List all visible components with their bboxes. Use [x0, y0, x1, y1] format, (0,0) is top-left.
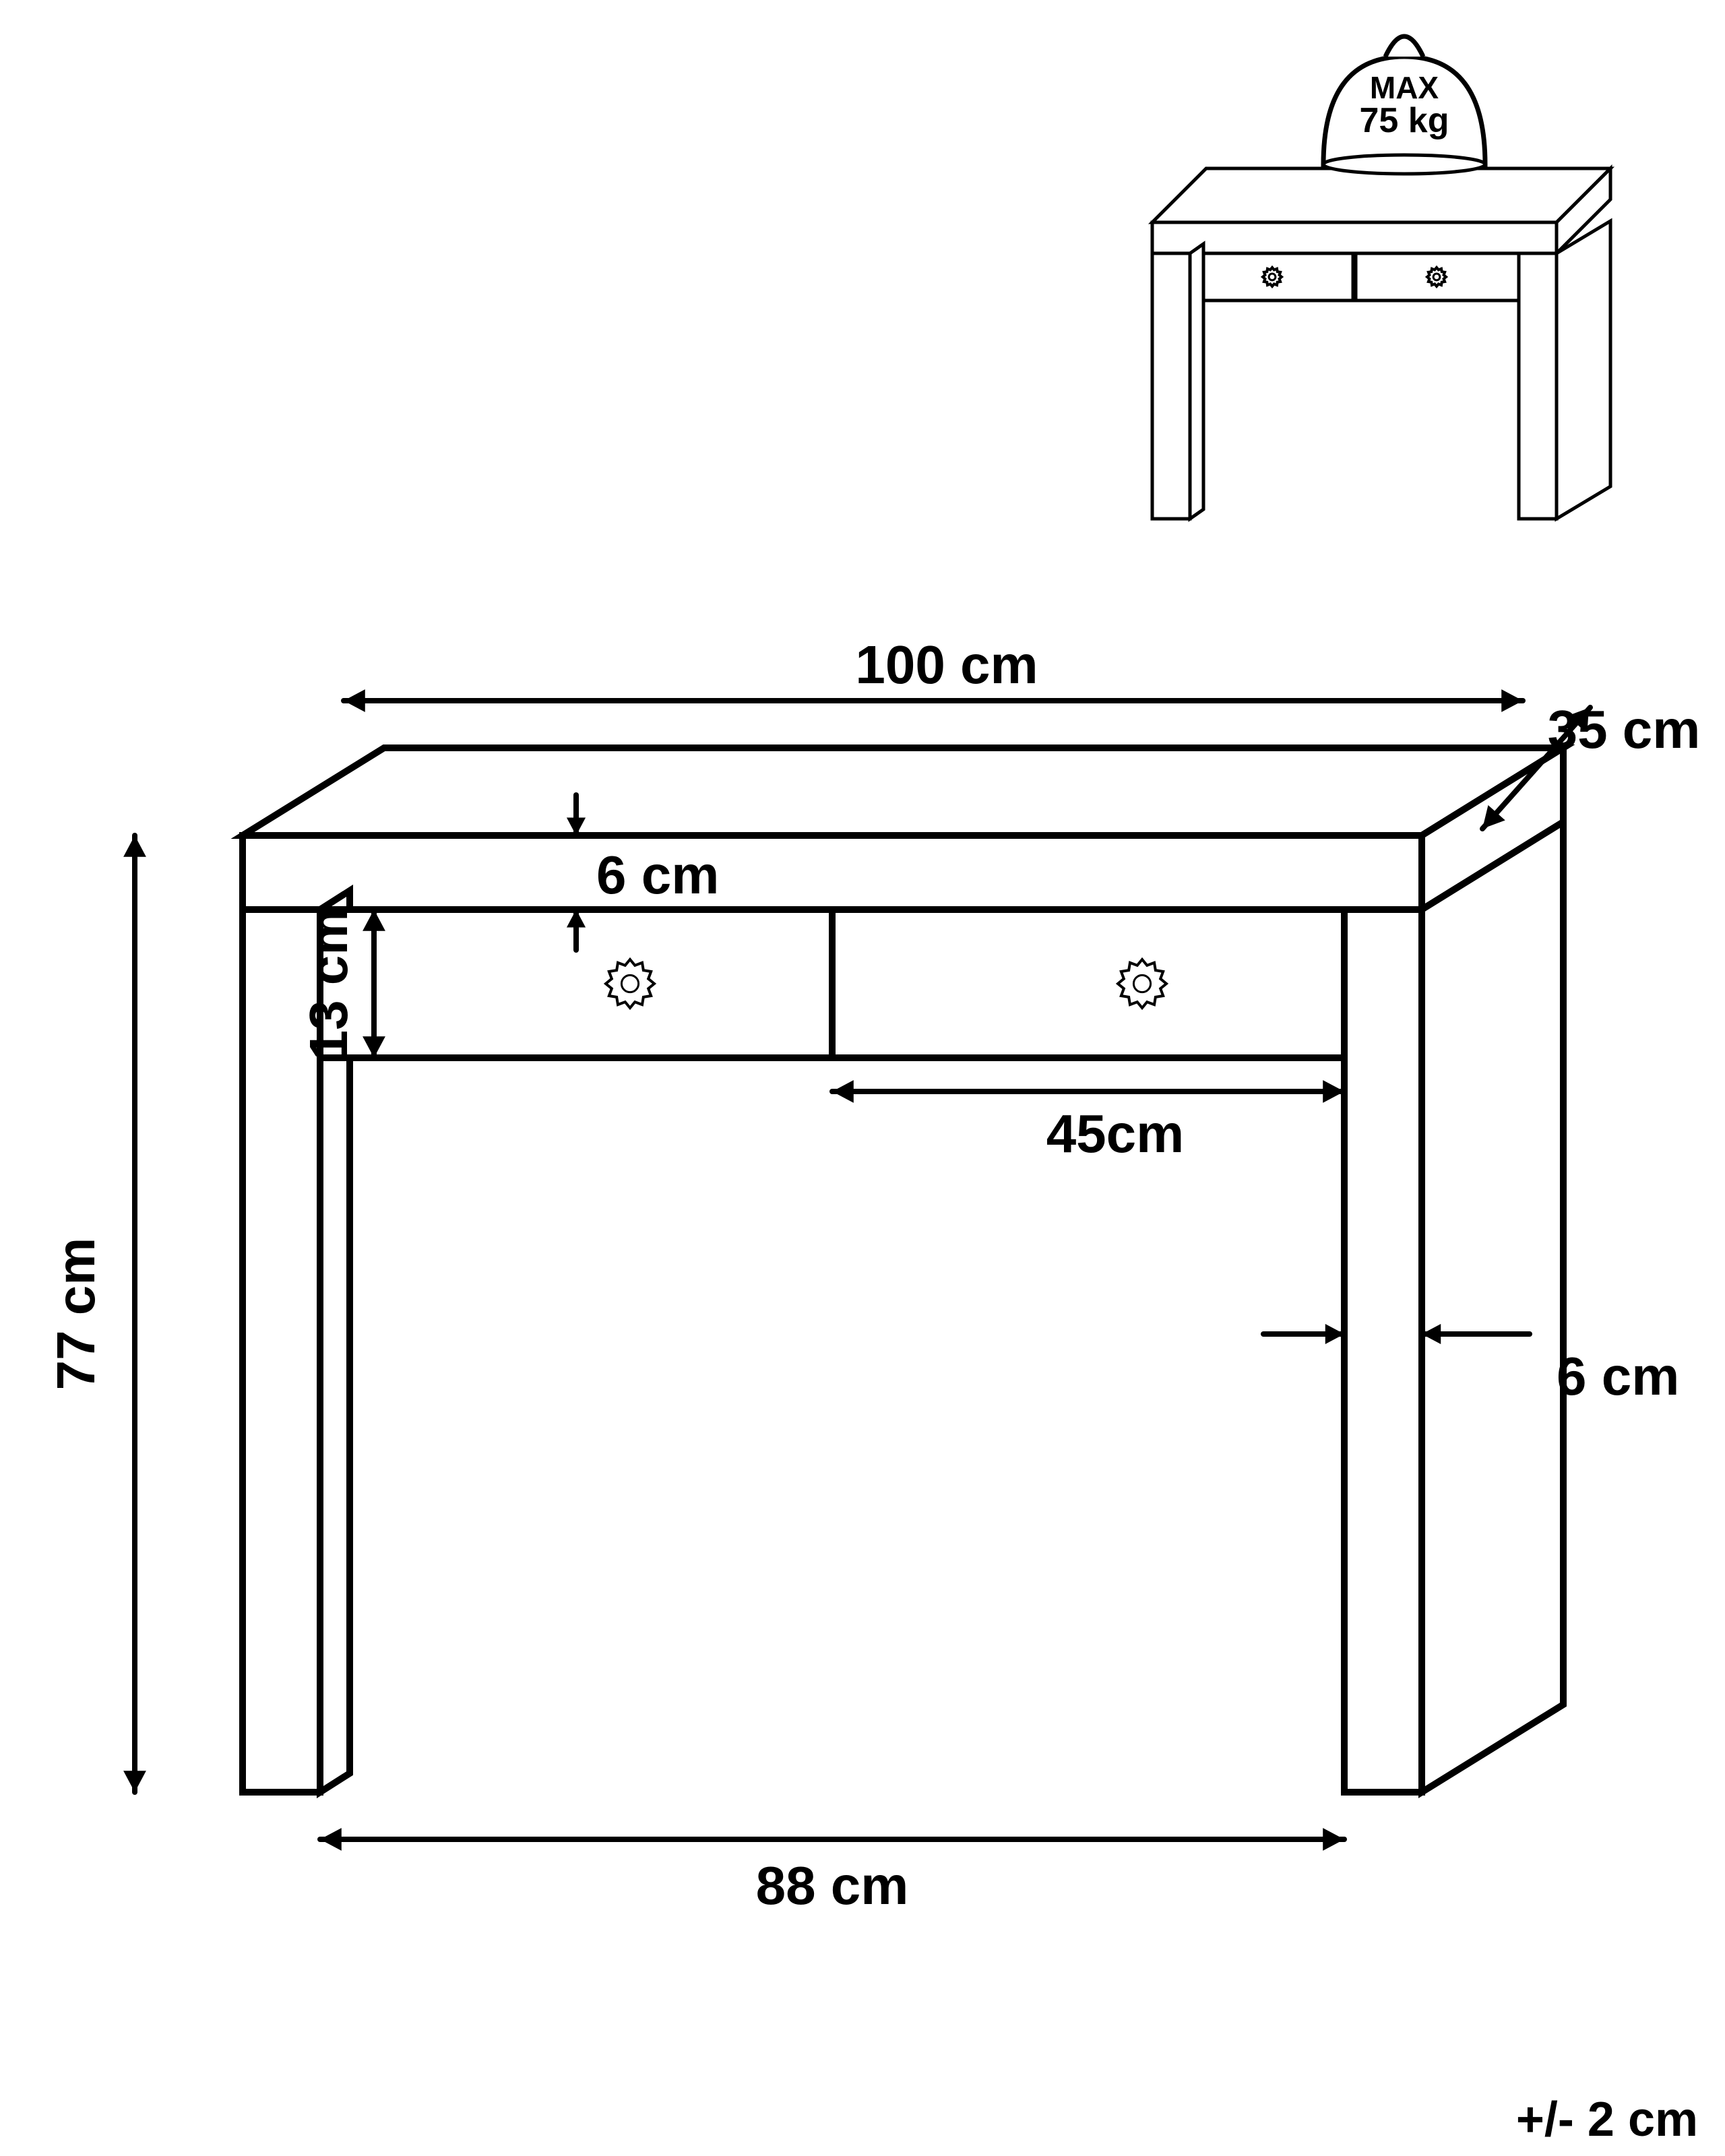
weight-thumbnail: MAX75 kg: [1152, 36, 1610, 519]
dim-width: 100 cm: [855, 635, 1038, 695]
dim-top-thickness: 6 cm: [596, 845, 719, 905]
dim-height: 77 cm: [46, 1238, 106, 1391]
weight-max-label: MAX: [1370, 70, 1439, 105]
dim-depth: 35 cm: [1548, 699, 1701, 759]
main-drawing: 100 cm 35 cm 6 cm 13 cm 45cm 6 cm 88 cm 77 cm: [46, 635, 1700, 1915]
weight-value-label: 75 kg: [1360, 101, 1449, 140]
dim-leg-thickness: 6 cm: [1557, 1346, 1679, 1406]
tolerance-label: +/- 2 cm: [1516, 2093, 1698, 2147]
dim-drawer-height: 13 cm: [299, 908, 358, 1060]
dim-drawer-width: 45cm: [1046, 1104, 1185, 1164]
dim-inner-width: 88 cm: [756, 1856, 909, 1915]
